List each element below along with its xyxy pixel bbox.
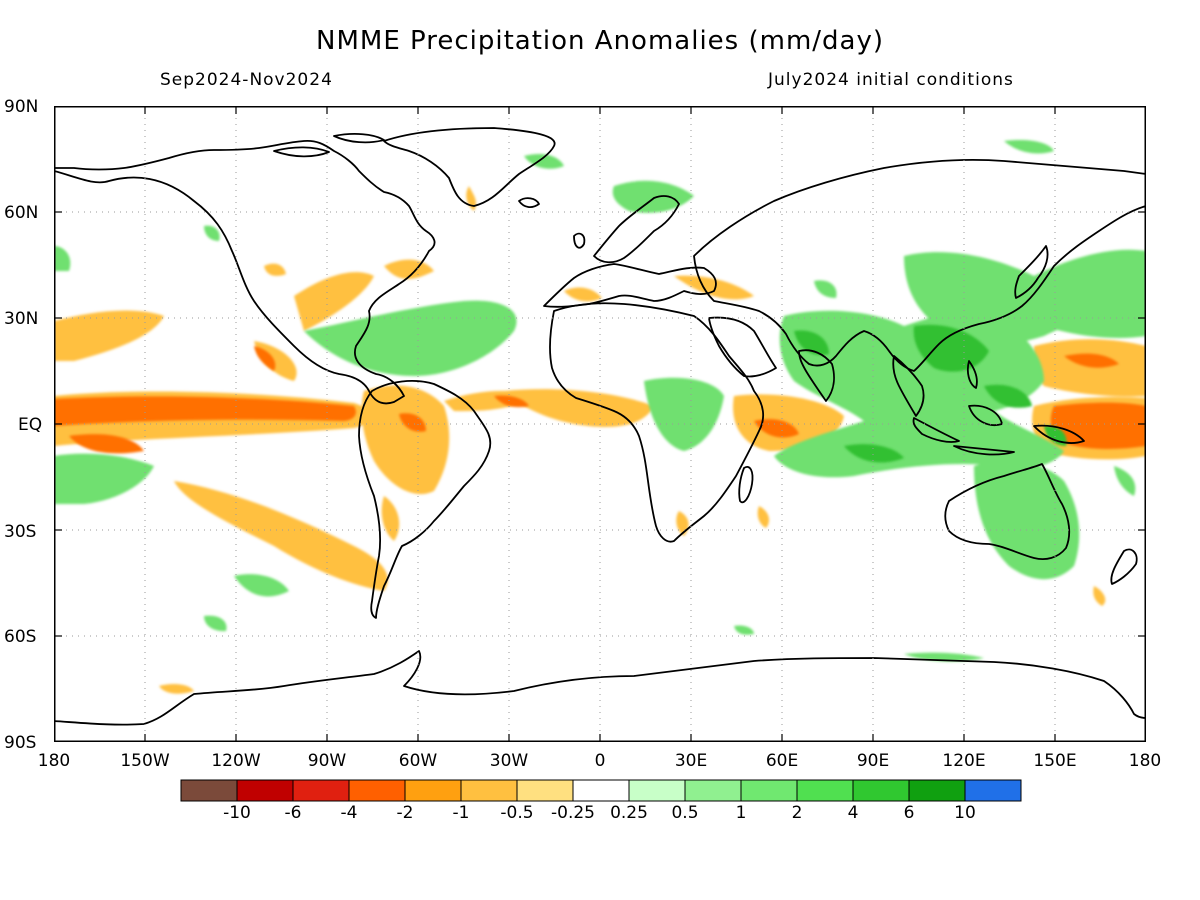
wet-anomaly-regions (54, 140, 1146, 662)
color-scale-label: 2 (791, 803, 803, 823)
color-scale-label: 10 (954, 803, 976, 823)
color-swatch-14 (964, 779, 1022, 802)
lon-label-150e: 150E (1033, 751, 1077, 771)
lon-label-180e: 180 (1128, 751, 1162, 771)
color-swatch-3 (348, 779, 406, 802)
color-scale-label: -4 (340, 803, 358, 823)
forecast-period: Sep2024-Nov2024 (160, 70, 333, 90)
lon-label-60w: 60W (398, 751, 438, 771)
lat-label-60n: 60N (4, 203, 39, 223)
color-scale-label: 0.5 (671, 803, 699, 823)
strong-wet-anomaly-regions (794, 324, 1067, 463)
color-scale-label: -10 (223, 803, 251, 823)
color-scale-bar (180, 779, 1022, 802)
lon-label-150w: 150W (120, 751, 170, 771)
lat-label-30s: 30S (4, 522, 37, 542)
color-scale-label: 0.25 (610, 803, 648, 823)
lat-label-60s: 60S (4, 627, 37, 647)
color-swatch-12 (852, 779, 910, 802)
axis-ticks (54, 106, 1146, 742)
lon-label-120e: 120E (942, 751, 986, 771)
chart-title: NMME Precipitation Anomalies (mm/day) (316, 26, 884, 56)
lon-label-120w: 120W (211, 751, 261, 771)
color-swatch-5 (460, 779, 518, 802)
color-swatch-13 (908, 779, 966, 802)
color-scale-label: 4 (847, 803, 859, 823)
lat-label-30n: 30N (4, 309, 39, 329)
continent-outlines (54, 127, 1146, 726)
lon-label-0: 0 (594, 751, 606, 771)
precipitation-anomaly-map (54, 106, 1146, 742)
color-scale-label: -2 (396, 803, 414, 823)
color-scale-label: -0.5 (500, 803, 534, 823)
strong-dry-anomaly-regions (54, 346, 1146, 454)
lat-label-90n: 90N (4, 97, 39, 117)
map-frame (54, 106, 1146, 742)
lon-label-30w: 30W (489, 751, 529, 771)
color-scale-label: -0.25 (551, 803, 595, 823)
color-swatch-4 (404, 779, 462, 802)
color-swatch-2 (292, 779, 350, 802)
lon-label-90w: 90W (307, 751, 347, 771)
lon-label-90e: 90E (856, 751, 890, 771)
lat-label-90s: 90S (4, 733, 37, 753)
color-swatch-11 (796, 779, 854, 802)
color-swatch-6 (516, 779, 574, 802)
color-swatch-7 (572, 779, 630, 802)
color-scale-label: -6 (284, 803, 302, 823)
color-swatch-8 (628, 779, 686, 802)
lon-label-30e: 30E (674, 751, 708, 771)
graticule (54, 106, 1146, 742)
color-scale-label: 6 (903, 803, 915, 823)
lon-label-180w: 180 (37, 751, 71, 771)
color-scale-label: 1 (735, 803, 747, 823)
lon-label-60e: 60E (765, 751, 799, 771)
color-swatch-1 (236, 779, 294, 802)
initial-conditions: July2024 initial conditions (768, 70, 1014, 90)
color-swatch-10 (740, 779, 798, 802)
color-swatch-0 (180, 779, 238, 802)
color-scale-label: -1 (452, 803, 470, 823)
lat-label-eq: EQ (18, 415, 43, 435)
color-swatch-9 (684, 779, 742, 802)
